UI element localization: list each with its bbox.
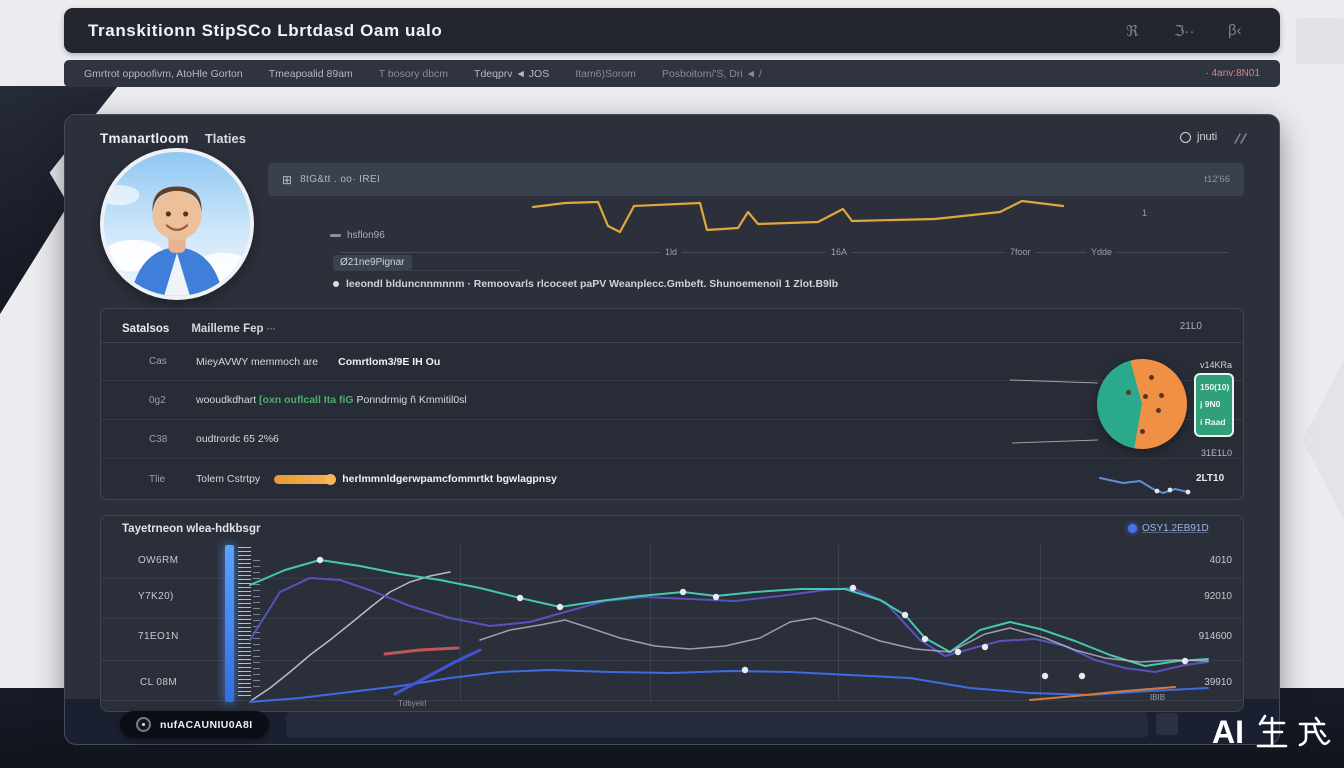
caption-bullet-icon — [333, 281, 339, 287]
table-row[interactable]: Tlie Tolem Cstrtpy herlmmnldgerwpamcfomm… — [101, 459, 1101, 499]
avatar-image — [104, 152, 250, 296]
nav-item-2[interactable]: Tmeapoalid 89am — [269, 68, 353, 80]
footer-action-button[interactable]: nufACAUNIU0A8I — [120, 711, 269, 738]
watermark: AI — [1212, 710, 1338, 754]
row-text: Tolem Cstrtpy — [196, 473, 260, 485]
overview-xtick-4: Ydde — [1086, 247, 1117, 257]
table-sparkline-chart — [1095, 470, 1195, 500]
pie-legend-line: j 9N0 — [1200, 398, 1228, 411]
table-title: Satalsos — [122, 323, 169, 335]
footer-track — [286, 712, 1148, 738]
table-header: Satalsos Mailleme Fep ··· 21L0 — [122, 319, 1222, 335]
timeseries-chart — [218, 545, 1240, 702]
app-title: Transkitionn StipSCo Lbrtdasd Oam ualo — [88, 21, 442, 41]
app-header: Transkitionn StipSCo Lbrtdasd Oam ualo ℜ… — [64, 8, 1280, 53]
row-text: MieyAVWY memmoch are — [196, 356, 318, 368]
link-dot-icon — [1128, 524, 1137, 533]
legend-item-1[interactable]: hsflon96 — [330, 230, 385, 241]
watermark-glyph-sheng — [1258, 716, 1286, 746]
watermark-ai-text: AI — [1212, 714, 1244, 750]
y-axis-label: CL 08M — [140, 677, 177, 688]
pie-data-dot — [1149, 375, 1154, 380]
row-text-strong: Comrtlom3/9E IH Ou — [338, 356, 440, 368]
legend-1-label: hsflon96 — [347, 230, 385, 241]
overview-caption: leeondl blduncnnmnnm · Remoovarls rlcoce… — [333, 278, 893, 290]
nav-item-5[interactable]: Itam6)Sorom — [575, 68, 636, 80]
watermark-glyph-cheng — [1300, 718, 1329, 745]
timeseries-link-label: OSY1.2EB91D — [1142, 523, 1209, 534]
application-root: Transkitionn StipSCo Lbrtdasd Oam ualo ℜ… — [0, 0, 1344, 768]
y-axis-label: OW6RM — [138, 555, 178, 566]
panel-header: Tmanartloom Tlaties — [100, 130, 1250, 150]
notifications-icon[interactable]: ℜ — [1126, 22, 1138, 40]
pie-data-dot — [1156, 408, 1161, 413]
nav-item-4[interactable]: Tdeqprv ◄ JOS — [474, 68, 549, 80]
panel-subtitle: Tlaties — [205, 131, 246, 146]
background-triangle — [1302, 360, 1344, 520]
nav-item-1[interactable]: Gmrtrot oppoofivm, AtoHle Gorton — [84, 68, 243, 80]
row-text: wooudkdhart [oxn ouflcall Ita fiG Ponndr… — [196, 394, 467, 406]
background-notch — [1296, 18, 1344, 64]
legend-item-2[interactable]: Ø21ne9Pignar — [333, 255, 412, 270]
y-axis-label: Y7K20) — [138, 591, 174, 602]
refresh-icon — [1180, 132, 1191, 143]
overview-xtick-3: 7foor — [1005, 247, 1036, 257]
timeseries-link[interactable]: OSY1.2EB91D — [1128, 523, 1209, 534]
row-text-bold: herlmmnldgerwpamcfommrtkt bgwlagpnsy — [342, 473, 557, 485]
panel-title: Tmanartloom — [100, 131, 189, 146]
row-text-highlight: [oxn ouflcall Ita fiG — [259, 394, 354, 406]
apps-icon[interactable]: ℑ·· — [1174, 22, 1194, 40]
row-label: C38 — [101, 434, 196, 445]
nav-item-6[interactable]: Posboitom/'S, Dri ◄ / — [662, 68, 762, 80]
overview-side-mark: 1 — [1142, 208, 1147, 218]
row-label: Tlie — [101, 474, 196, 485]
table-header-value: 21L0 — [1180, 321, 1202, 332]
panel-more-icon[interactable] — [1232, 132, 1250, 146]
refresh-label: jnuti — [1197, 131, 1217, 143]
overview-toolbar-right: t12'66 — [1204, 174, 1230, 185]
table-row[interactable]: 0g2 wooudkdhart [oxn ouflcall Ita fiG Po… — [101, 381, 1101, 419]
overview-axis-line-2 — [335, 270, 520, 271]
pie-legend-line: 150(10) — [1200, 381, 1228, 394]
row-text: oudtrordc 65 2%6 — [196, 433, 279, 445]
pie-data-dot — [1126, 390, 1131, 395]
pie-legend-footer: 31E1L0 — [1160, 448, 1232, 458]
row-value: 2LT10 — [1196, 473, 1224, 484]
table-subtitle-ellipsis: ··· — [267, 324, 276, 334]
timeseries-title: Tayetrneon wlea-hdkbsgr — [122, 523, 260, 535]
pie-data-dot — [1143, 394, 1148, 399]
overview-toolbar-text: 8tG&tt . oo· IREI — [300, 174, 380, 185]
caption-text: leeondl blduncnnmnnm · Remoovarls rlcoce… — [346, 278, 838, 290]
progress-pill — [274, 475, 332, 484]
user-menu-icon[interactable]: β‹ — [1228, 22, 1242, 39]
nav-alert-text: · 4anv:8N01 — [1206, 68, 1260, 79]
pie-legend-line: i Raad — [1200, 416, 1228, 429]
y-axis-label: 71EO1N — [138, 631, 179, 642]
grid-icon[interactable]: ⊞ — [282, 173, 292, 187]
footer-button-label: nufACAUNIU0A8I — [160, 719, 253, 731]
table-row[interactable]: Cas MieyAVWY memmoch are Comrtlom3/9E IH… — [101, 343, 1101, 380]
legend-marker — [330, 234, 341, 237]
row-label: Cas — [101, 356, 196, 367]
refresh-button[interactable]: jnuti — [1180, 131, 1217, 143]
table-row[interactable]: C38 oudtrordc 65 2%6 — [101, 420, 1101, 458]
table-subtitle: Mailleme Fep ··· — [191, 323, 275, 335]
pie-legend-box[interactable]: 150(10) j 9N0 i Raad — [1194, 373, 1234, 437]
pie-legend-title: v14KRa — [1160, 360, 1232, 370]
row-label: 0g2 — [101, 395, 196, 406]
avatar[interactable] — [100, 148, 254, 300]
pie-chart[interactable] — [1097, 359, 1187, 449]
nav-item-3[interactable]: T bosory dbcm — [379, 68, 448, 80]
main-navbar: Gmrtrot oppoofivm, AtoHle Gorton Tmeapoa… — [64, 60, 1280, 87]
overview-sparkline-chart — [500, 190, 1100, 252]
overview-xtick-1: 1ld — [660, 247, 682, 257]
pie-data-dot — [1159, 393, 1164, 398]
record-icon — [136, 717, 151, 732]
footer-square[interactable] — [1156, 713, 1178, 735]
overview-xtick-2: 16A — [826, 247, 852, 257]
pie-data-dot — [1140, 429, 1145, 434]
